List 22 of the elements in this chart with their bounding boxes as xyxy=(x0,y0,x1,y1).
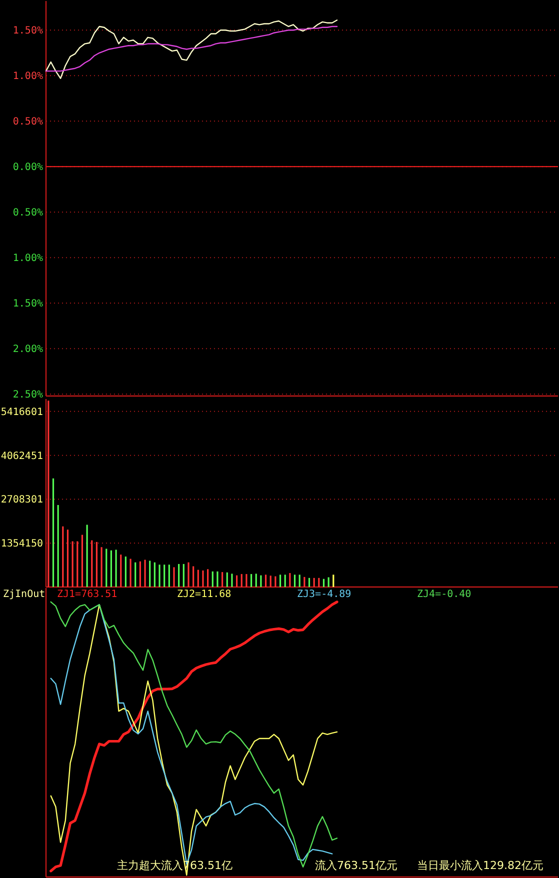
line-series xyxy=(45,26,338,72)
text: ZJ4=-0.40 xyxy=(417,589,472,600)
annotation: 流入763.51亿元 xyxy=(315,859,398,872)
y-tick-label: 0.50% xyxy=(12,116,43,128)
y-tick-label: 1.00% xyxy=(12,253,43,264)
y-tick-label: 1.50% xyxy=(12,26,43,37)
y-tick-label: 2.00% xyxy=(12,344,43,356)
line-series xyxy=(45,20,338,79)
chart-title: ZjInOut xyxy=(3,589,46,600)
text: ZJ3=-4.89 xyxy=(297,589,352,600)
y-tick-label: 2.50% xyxy=(12,390,43,401)
text: ZJ2=11.68 xyxy=(177,589,232,600)
y-tick-label: 2708301 xyxy=(0,494,43,506)
y-tick-label: 0.00% xyxy=(12,162,43,174)
text: ZJ1=763.51 xyxy=(57,589,118,600)
y-tick-label: 0.50% xyxy=(12,208,43,219)
y-tick-label: 5416601 xyxy=(0,406,43,418)
y-tick-label: 1.00% xyxy=(12,71,43,82)
y-tick-label: 4062451 xyxy=(0,450,43,462)
text: 当日最小流入129.82亿元 xyxy=(417,859,544,872)
y-tick-label: 1.50% xyxy=(12,298,43,310)
y-tick-label: 1354150 xyxy=(0,538,43,550)
